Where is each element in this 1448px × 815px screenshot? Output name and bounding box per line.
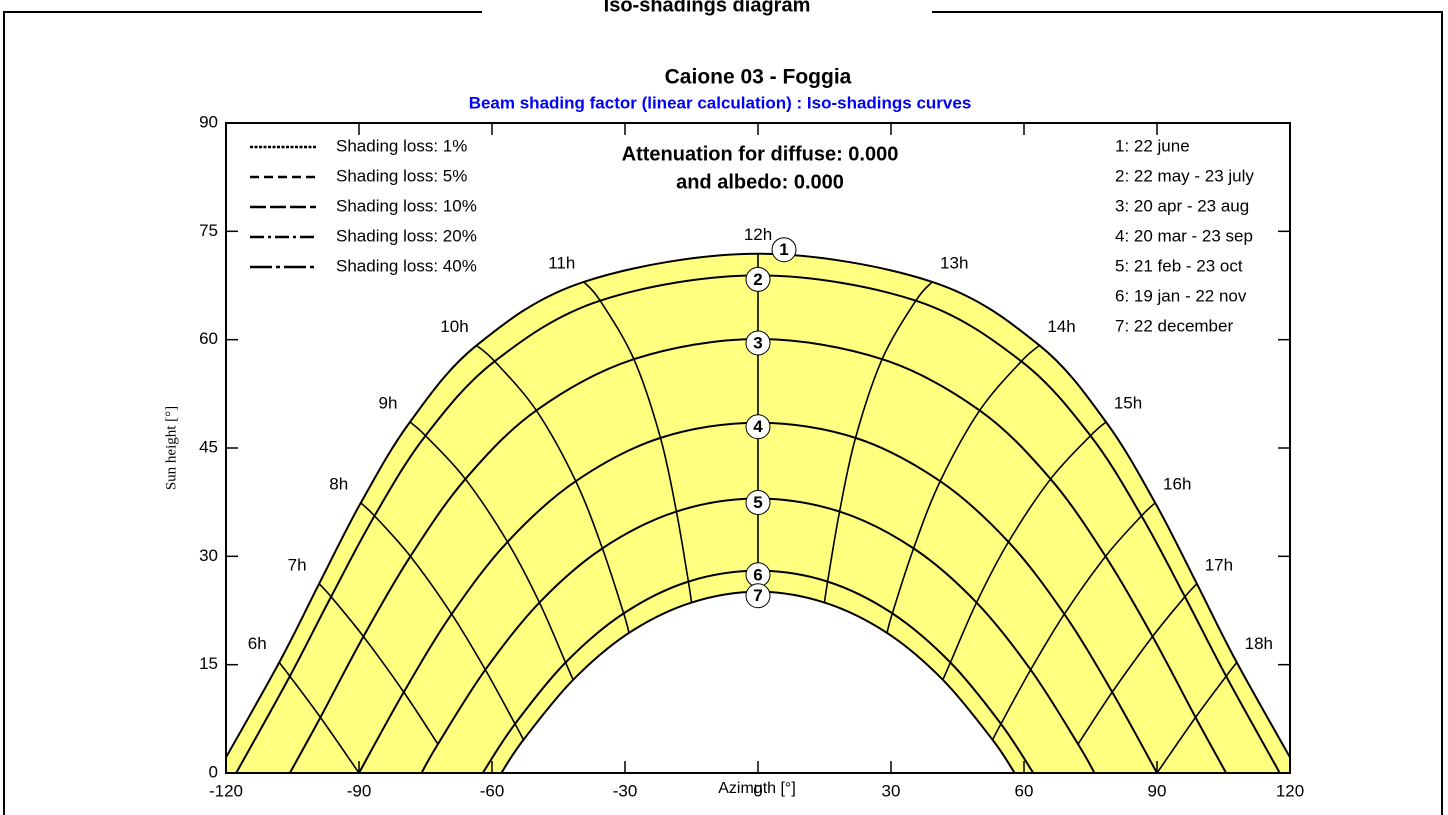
y-axis-label: Sun height [°]	[163, 406, 179, 490]
hour-label: 11h	[548, 253, 575, 272]
y-tick-label: 45	[199, 437, 218, 456]
x-tick-label: 0	[753, 781, 762, 800]
x-tick-label: 60	[1015, 781, 1034, 800]
date-marker-label: 7	[753, 586, 762, 605]
date-marker	[745, 266, 771, 292]
date-marker-label: 2	[753, 270, 762, 289]
legend-entry: 1: 22 june	[1115, 136, 1190, 155]
legend-entry: 4: 20 mar - 23 sep	[1115, 226, 1253, 245]
legend-label: Shading loss: 5%	[336, 166, 467, 185]
overlay: 6h 7h 8h 9h 10h 11h 12h 13h 14h 15h 16h 17h 18h 1 1: 2…	[248, 136, 1273, 653]
date-marker	[745, 490, 771, 516]
x-tick-label: -30	[613, 781, 638, 800]
hour-label: 14h	[1047, 317, 1075, 336]
legend-entry: 5: 21 feb - 23 oct	[1115, 256, 1243, 275]
hour-label: 6h	[248, 634, 267, 653]
frame-gap	[482, 0, 932, 24]
y-tick-label: 90	[199, 112, 218, 131]
legend-entry: 7: 22 december	[1115, 316, 1233, 335]
legend-entry: 3: 20 apr - 23 aug	[1115, 196, 1249, 215]
hour-label: 9h	[379, 393, 398, 412]
hour-line	[1156, 662, 1238, 773]
y-tick-label: 75	[199, 221, 218, 240]
legend-label: Shading loss: 40%	[336, 256, 477, 275]
date-marker	[745, 583, 771, 609]
date-marker	[745, 414, 771, 440]
hour-label: 13h	[940, 253, 968, 272]
annotation: and albedo: 0.000	[676, 171, 844, 193]
frame-title: Iso-shadings diagram	[604, 0, 811, 16]
date-marker-label: 3	[753, 333, 762, 352]
legend-label: Shading loss: 1%	[336, 136, 467, 155]
date-marker-label: 1	[779, 240, 788, 259]
date-marker-label: 6	[753, 565, 762, 584]
hour-label: 8h	[329, 474, 348, 493]
chart-subtitle: Beam shading factor (linear calculation)…	[469, 93, 972, 112]
chart-title: Caione 03 - Foggia	[665, 66, 852, 89]
hour-label: 18h	[1245, 634, 1273, 653]
legend-entry: 2: 22 may - 23 july	[1115, 166, 1254, 185]
annotation: Attenuation for diffuse: 0.000	[622, 143, 899, 165]
x-tick-label: 90	[1148, 781, 1167, 800]
hour-label: 7h	[288, 555, 307, 574]
date-marker	[771, 237, 797, 263]
x-tick-label: 30	[882, 781, 901, 800]
x-tick-label: 120	[1276, 781, 1304, 800]
y-tick-label: 15	[199, 654, 218, 673]
legend-label: Shading loss: 20%	[336, 226, 477, 245]
hour-line	[278, 662, 360, 773]
date-marker	[745, 330, 771, 356]
hour-label: 16h	[1163, 474, 1191, 493]
y-tick-label: 60	[199, 329, 218, 348]
y-tick-label: 30	[199, 546, 218, 565]
x-axis-label: Azimuth [°]	[718, 780, 796, 797]
x-tick-label: -90	[347, 781, 372, 800]
hour-label: 10h	[440, 317, 468, 336]
hour-label: 17h	[1205, 555, 1233, 574]
hour-label: 15h	[1114, 393, 1142, 412]
x-tick-label: -60	[480, 781, 505, 800]
y-tick-label: 0	[209, 762, 218, 781]
date-curve	[226, 252, 1290, 760]
x-tick-label: -120	[209, 781, 243, 800]
date-marker-label: 4	[753, 417, 763, 436]
hour-label: 12h	[744, 225, 772, 244]
legend-label: Shading loss: 10%	[336, 196, 477, 215]
legend-entry: 6: 19 jan - 22 nov	[1115, 286, 1247, 305]
date-marker-label: 5	[753, 493, 762, 512]
